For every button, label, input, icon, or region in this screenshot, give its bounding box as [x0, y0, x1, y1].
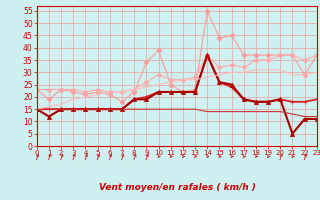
Text: Vent moyen/en rafales ( km/h ): Vent moyen/en rafales ( km/h )	[99, 183, 256, 192]
